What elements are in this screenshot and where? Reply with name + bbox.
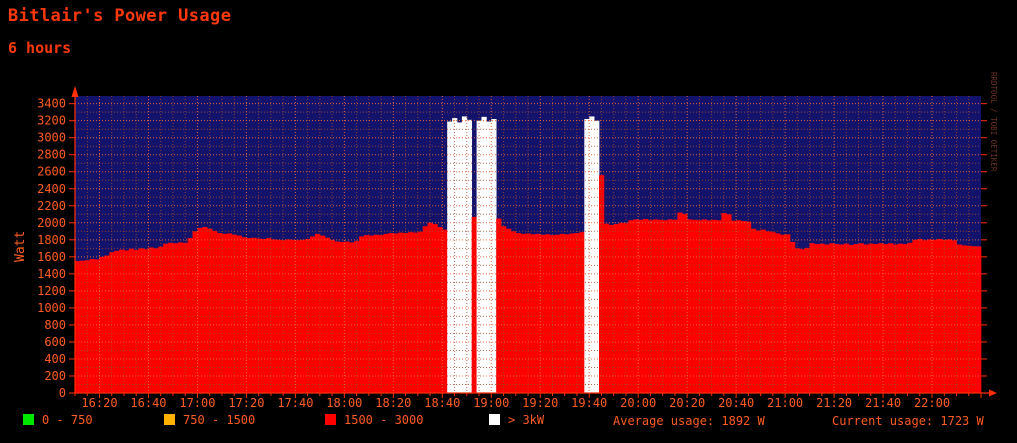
svg-text:18:00: 18:00 xyxy=(326,396,362,410)
svg-text:19:20: 19:20 xyxy=(522,396,558,410)
legend-item-red: 1500 - 3000 xyxy=(325,412,424,427)
legend-label: 750 - 1500 xyxy=(183,412,256,427)
svg-text:17:20: 17:20 xyxy=(228,396,264,410)
svg-text:2600: 2600 xyxy=(37,165,66,179)
svg-text:1200: 1200 xyxy=(37,284,66,298)
svg-text:16:40: 16:40 xyxy=(130,396,166,410)
svg-text:21:00: 21:00 xyxy=(767,396,803,410)
legend-label: > 3kW xyxy=(508,412,545,427)
svg-text:2000: 2000 xyxy=(37,216,66,230)
svg-text:20:00: 20:00 xyxy=(620,396,656,410)
svg-text:3000: 3000 xyxy=(37,131,66,145)
svg-text:1600: 1600 xyxy=(37,250,66,264)
legend-item-green: 0 - 750 xyxy=(23,412,93,427)
svg-text:2400: 2400 xyxy=(37,182,66,196)
svg-text:18:40: 18:40 xyxy=(424,396,460,410)
svg-text:3400: 3400 xyxy=(37,97,66,111)
svg-text:2800: 2800 xyxy=(37,148,66,162)
svg-text:17:40: 17:40 xyxy=(277,396,313,410)
svg-text:200: 200 xyxy=(44,369,66,383)
legend-swatch-white xyxy=(489,414,500,425)
legend-item-yellow: 750 - 1500 xyxy=(164,412,256,427)
legend-item-white: > 3kW xyxy=(489,412,545,427)
svg-text:21:20: 21:20 xyxy=(816,396,852,410)
svg-text:2200: 2200 xyxy=(37,199,66,213)
svg-text:22:00: 22:00 xyxy=(914,396,950,410)
svg-text:1800: 1800 xyxy=(37,233,66,247)
svg-text:400: 400 xyxy=(44,352,66,366)
svg-text:20:20: 20:20 xyxy=(669,396,705,410)
svg-text:20:40: 20:40 xyxy=(718,396,754,410)
legend-swatch-green xyxy=(23,414,34,425)
legend-label: 0 - 750 xyxy=(42,412,93,427)
svg-text:1000: 1000 xyxy=(37,301,66,315)
average-usage-text: Average usage: 1892 W xyxy=(613,414,765,428)
legend-swatch-yellow xyxy=(164,414,175,425)
svg-text:21:40: 21:40 xyxy=(865,396,901,410)
svg-text:3200: 3200 xyxy=(37,114,66,128)
graph-period-label: 6 hours xyxy=(8,39,72,57)
current-usage-text: Current usage: 1723 W xyxy=(832,414,984,428)
legend-label: 1500 - 3000 xyxy=(344,412,424,427)
svg-text:16:20: 16:20 xyxy=(81,396,117,410)
svg-text:19:40: 19:40 xyxy=(571,396,607,410)
svg-text:800: 800 xyxy=(44,318,66,332)
svg-text:19:00: 19:00 xyxy=(473,396,509,410)
svg-text:0: 0 xyxy=(59,386,66,400)
svg-text:18:20: 18:20 xyxy=(375,396,411,410)
svg-text:1400: 1400 xyxy=(37,267,66,281)
legend-swatch-red xyxy=(325,414,336,425)
svg-text:600: 600 xyxy=(44,335,66,349)
rrdtool-watermark: RRDTOOL / TOBI OETIKER xyxy=(989,72,998,172)
page-title: Bitlair's Power Usage xyxy=(8,6,232,26)
svg-text:17:00: 17:00 xyxy=(179,396,215,410)
